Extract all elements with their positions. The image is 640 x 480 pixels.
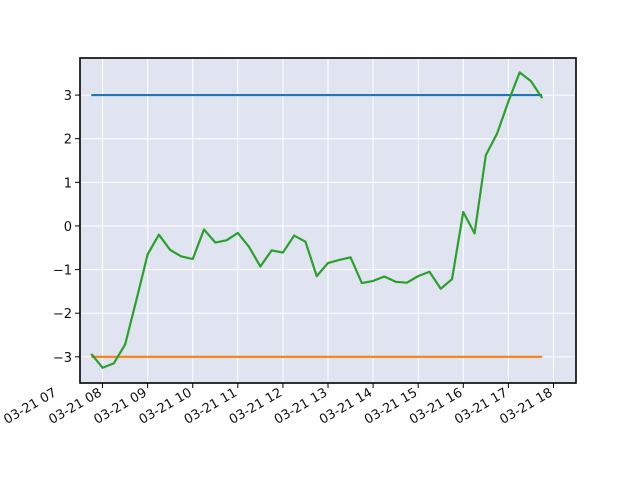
series-line-3 — [90, 71, 544, 369]
y-tick-label: 2 — [64, 133, 72, 148]
y-tick-label: −1 — [53, 264, 72, 279]
y-axis: 3 2 1 0 −1 −2 −3 — [53, 89, 80, 366]
y-tick-label: 3 — [64, 89, 72, 104]
series-group — [90, 71, 544, 369]
grid-lines — [80, 58, 576, 383]
y-tick-label: −2 — [53, 307, 72, 322]
y-tick-label: −3 — [53, 351, 72, 366]
y-tick-label: 1 — [64, 176, 72, 191]
y-tick-label: 0 — [64, 220, 72, 235]
